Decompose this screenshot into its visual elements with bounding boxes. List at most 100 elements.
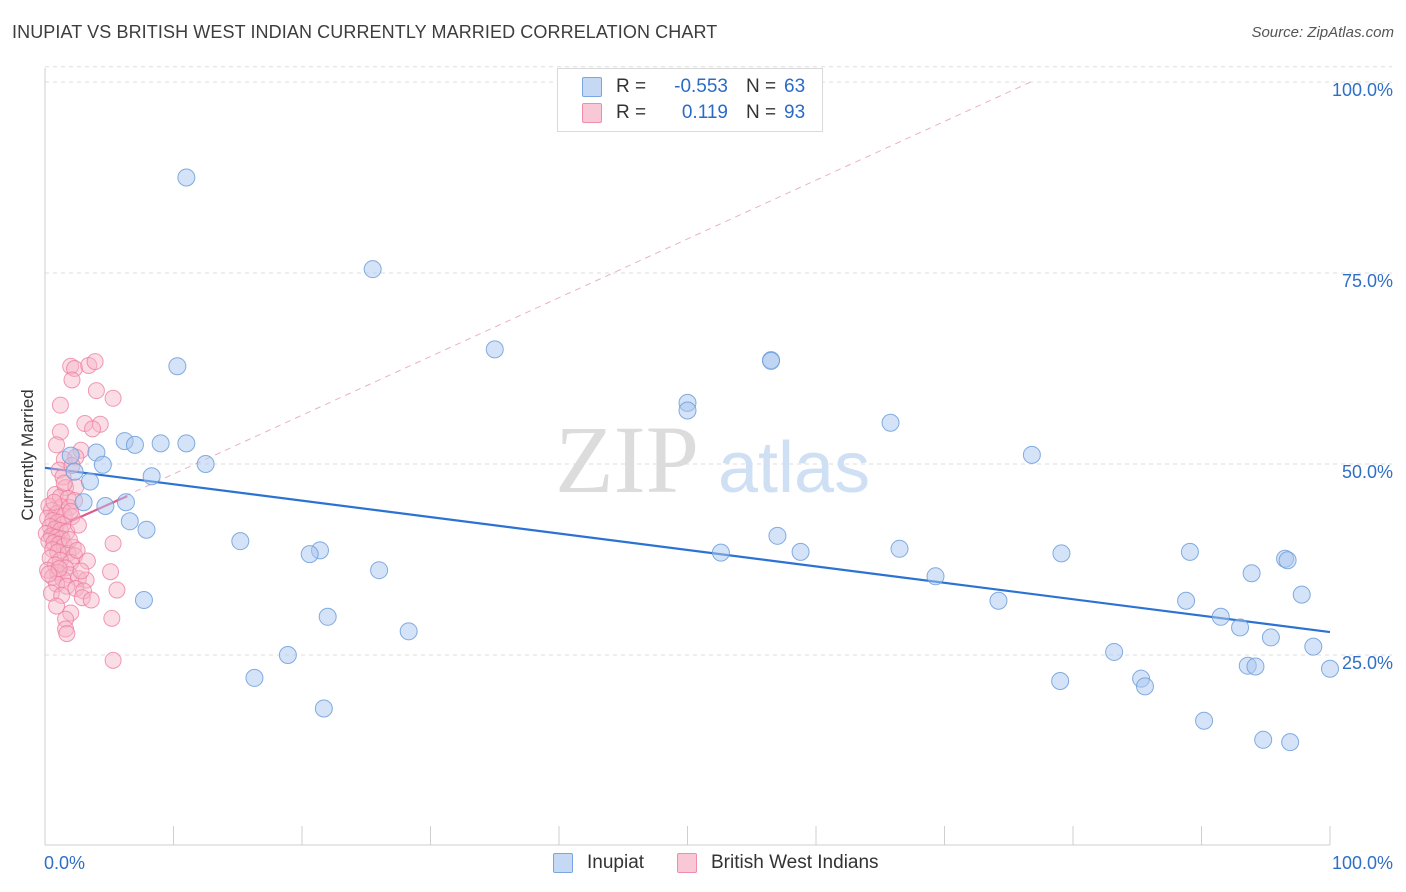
- bwi-point: [62, 502, 80, 520]
- inupiat-point: [926, 567, 945, 586]
- inupiat-point: [93, 455, 112, 474]
- inupiat-point: [318, 607, 337, 626]
- bwi-point: [51, 396, 69, 414]
- bwi-point: [86, 353, 104, 371]
- bwi-point: [55, 474, 73, 492]
- inupiat-point: [762, 351, 781, 370]
- inupiat-point: [137, 520, 156, 539]
- bwi-point: [102, 563, 120, 581]
- inupiat-point: [1051, 671, 1070, 690]
- inupiat-point: [1321, 659, 1339, 678]
- correlation-legend: R = -0.553 N = 63 R = 0.119 N = 93: [557, 68, 823, 132]
- bwi-point: [104, 389, 122, 407]
- legend-r-value: -0.553: [674, 76, 728, 97]
- inupiat-point: [989, 591, 1008, 610]
- inupiat-point: [1177, 591, 1196, 610]
- inupiat-point: [120, 512, 139, 531]
- legend-label-inupiat: Inupiat: [587, 852, 645, 873]
- inupiat-point: [65, 462, 84, 481]
- inupiat-point: [116, 493, 135, 512]
- inupiat-point: [314, 699, 333, 718]
- inupiat-point: [278, 646, 297, 664]
- inupiat-point: [134, 590, 153, 609]
- inupiat-point: [1211, 607, 1230, 626]
- inupiat-point: [177, 434, 196, 453]
- inupiat-point: [1180, 542, 1199, 561]
- inupiat-point: [1135, 677, 1154, 696]
- inupiat-point: [1242, 564, 1261, 583]
- bwi-point: [48, 436, 66, 454]
- inupiat-point: [399, 622, 418, 641]
- legend-item-inupiat[interactable]: Inupiat: [553, 852, 644, 874]
- inupiat-point: [196, 455, 215, 473]
- y-axis-title: Currently Married: [18, 389, 37, 520]
- legend-item-bwi[interactable]: British West Indians: [677, 852, 879, 874]
- legend-swatch-inupiat: [582, 77, 602, 97]
- inupiat-point: [80, 472, 99, 491]
- inupiat-point: [1022, 445, 1041, 464]
- bwi-point: [50, 560, 68, 578]
- inupiat-point: [96, 497, 115, 516]
- bwi-point: [40, 565, 58, 583]
- inupiat-point: [1281, 733, 1300, 752]
- bwi-point: [69, 516, 87, 534]
- data-points: [37, 168, 1339, 752]
- watermark: ZIP atlas: [555, 406, 870, 513]
- bwi-point: [42, 584, 60, 602]
- y-tick-label: 75.0%: [1342, 271, 1393, 291]
- inupiat-point: [74, 493, 93, 512]
- bwi-point: [72, 562, 90, 580]
- bwi-point: [104, 651, 122, 669]
- watermark-atlas: atlas: [718, 428, 870, 508]
- inupiat-point: [142, 467, 161, 486]
- inupiat-point: [1231, 618, 1250, 637]
- inupiat-point: [231, 532, 250, 551]
- inupiat-point: [61, 446, 80, 465]
- legend-r-value: 0.119: [681, 102, 728, 123]
- inupiat-point: [1052, 544, 1071, 563]
- inupiat-point: [370, 561, 389, 580]
- inupiat-point: [177, 168, 196, 187]
- legend-r-label: R =: [616, 76, 647, 97]
- bwi-point: [57, 610, 75, 628]
- inupiat-point: [768, 526, 787, 545]
- axis-labels: 25.0% 50.0% 75.0% 100.0% 0.0% 100.0% Currently…: [18, 80, 1393, 873]
- inupiat-point: [1292, 585, 1311, 604]
- bwi-point: [63, 371, 81, 389]
- legend-n-label: N =: [746, 76, 777, 97]
- inupiat-point: [1304, 637, 1323, 656]
- inupiat-point: [245, 668, 264, 687]
- inupiat-point: [1105, 642, 1124, 661]
- y-tick-label: 50.0%: [1342, 462, 1393, 482]
- x-tick-label-max: 100.0%: [1332, 853, 1393, 873]
- legend-label-bwi: British West Indians: [711, 852, 879, 873]
- inupiat-point: [151, 434, 170, 453]
- bwi-point: [58, 625, 76, 643]
- legend-r-label: R =: [616, 102, 647, 123]
- y-tick-label: 100.0%: [1332, 80, 1393, 100]
- legend-n-value: 93: [784, 102, 806, 123]
- y-tick-label: 25.0%: [1342, 653, 1393, 673]
- bwi-point: [87, 382, 105, 400]
- watermark-zip: ZIP: [555, 406, 699, 513]
- inupiat-point: [791, 542, 810, 561]
- legend-row-inupiat: R = -0.553 N = 63: [582, 75, 805, 99]
- bwi-point: [68, 541, 86, 559]
- bwi-point: [82, 591, 100, 609]
- bwi-point: [103, 609, 121, 627]
- legend-swatch-bwi: [582, 103, 602, 123]
- x-tick-label-min: 0.0%: [44, 853, 85, 873]
- legend-swatch-inupiat: [553, 853, 573, 873]
- grid-lines: [45, 66, 1392, 656]
- inupiat-trend-line: [44, 466, 1331, 634]
- inupiat-point: [711, 543, 730, 562]
- inupiat-point: [890, 539, 909, 558]
- bwi-trend-dashed: [44, 81, 1031, 534]
- bwi-point: [48, 597, 66, 615]
- bwi-point: [84, 420, 102, 438]
- bwi-point: [53, 586, 71, 604]
- inupiat-point: [300, 545, 319, 564]
- inupiat-point: [1278, 551, 1297, 570]
- inupiat-point: [168, 357, 187, 376]
